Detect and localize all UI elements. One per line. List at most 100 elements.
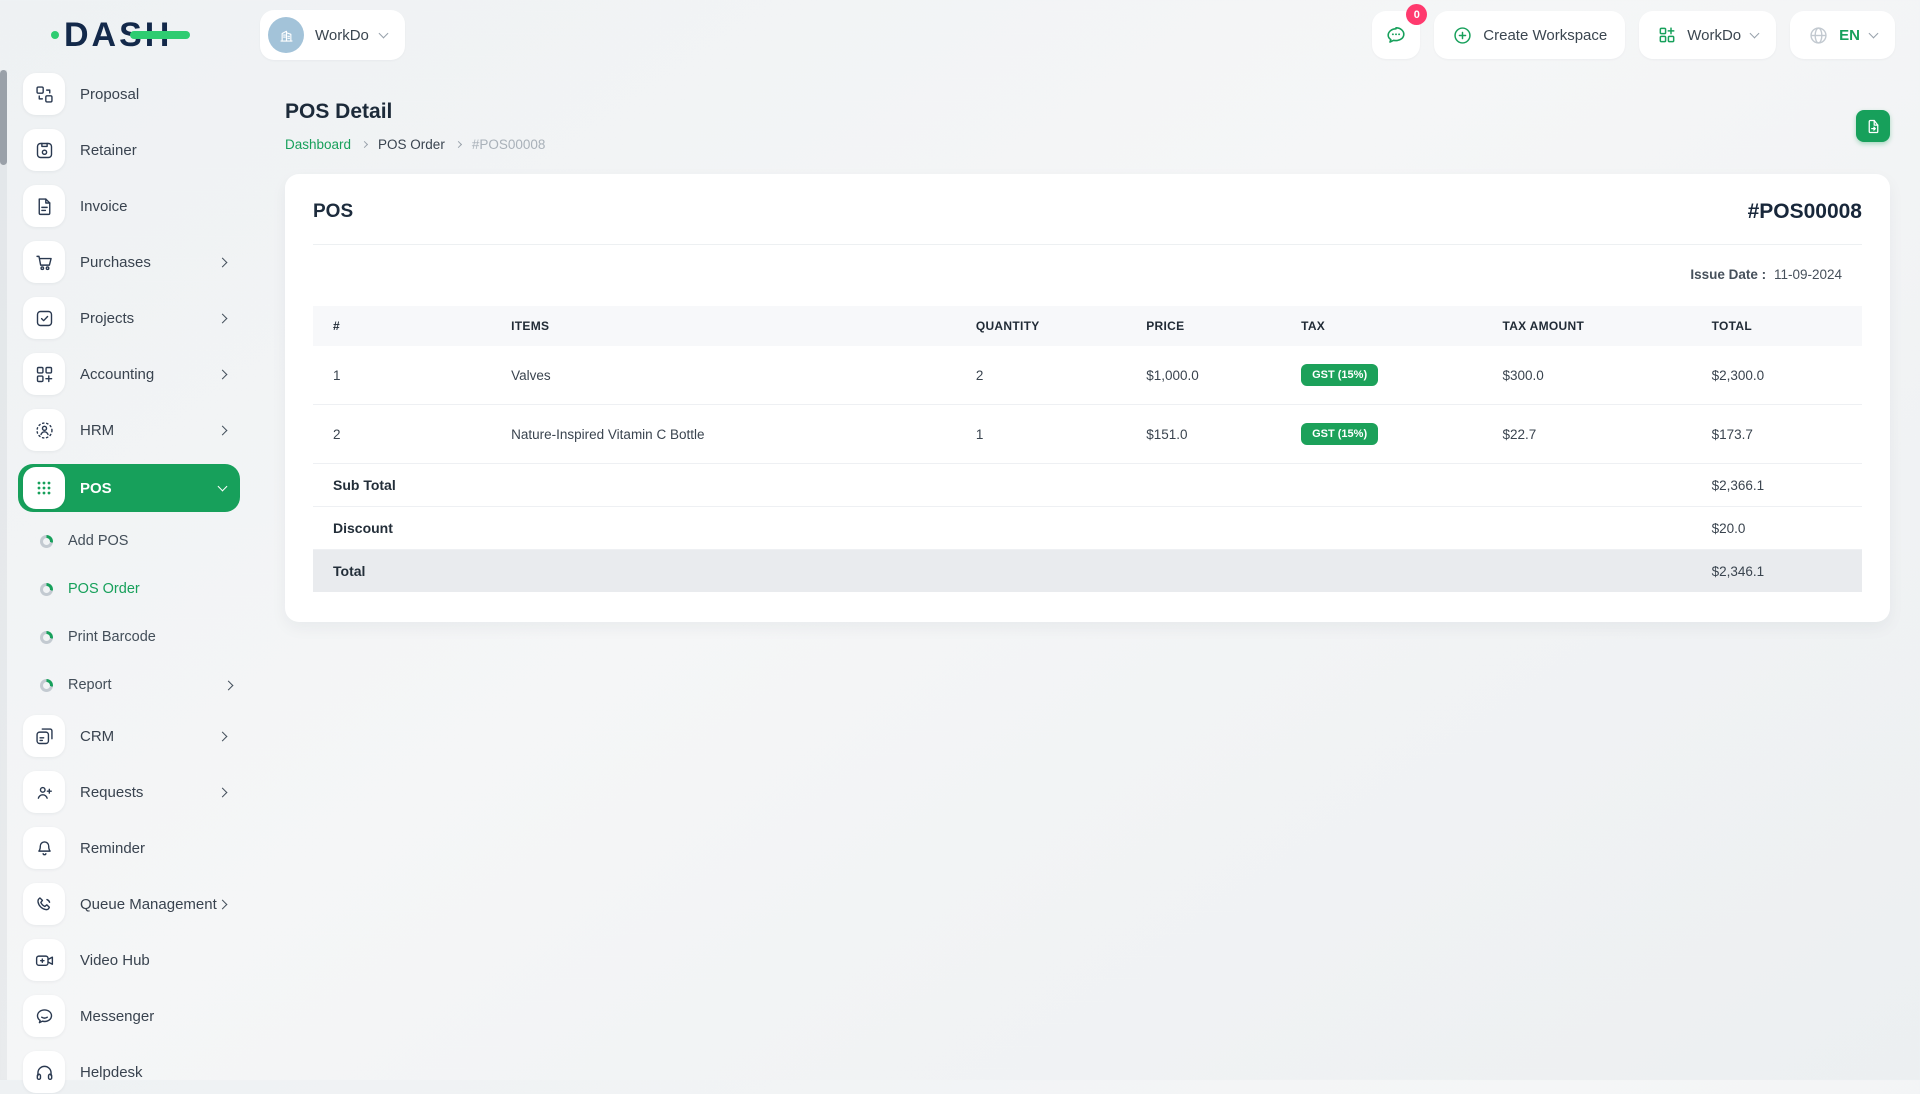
- sidebar-item-label: Invoice: [80, 197, 128, 215]
- cell-tax-amount: $22.7: [1482, 404, 1692, 464]
- submenu-item-label: Print Barcode: [68, 629, 156, 645]
- workdo-menu-button[interactable]: WorkDo: [1639, 11, 1777, 59]
- sidebar-item-video-hub[interactable]: Video Hub: [18, 938, 240, 982]
- messenger-icon: [23, 995, 65, 1037]
- cell-tax: GST (15%): [1281, 404, 1483, 464]
- chevron-right-icon: [217, 257, 228, 267]
- sidebar-item-label: Reminder: [80, 839, 146, 857]
- pos-grid-icon: [23, 467, 65, 509]
- sidebar-scrollbar-thumb[interactable]: [0, 70, 7, 165]
- projects-icon: [23, 297, 65, 339]
- chevron-down-icon: [1868, 28, 1879, 39]
- cell-quantity: 1: [955, 404, 1127, 464]
- create-workspace-label: Create Workspace: [1483, 26, 1608, 44]
- file-export-icon: [1868, 119, 1878, 133]
- discount-label: Discount: [313, 506, 492, 550]
- submenu-bullet-icon: [40, 582, 53, 596]
- subtotal-row: Sub Total $2,366.1: [313, 463, 1862, 507]
- sidebar-item-purchases[interactable]: Purchases: [18, 240, 240, 284]
- breadcrumb: Dashboard POS Order #POS00008: [285, 137, 1890, 152]
- submenu-item-add-pos[interactable]: Add POS: [18, 522, 258, 560]
- breadcrumb-dashboard-link[interactable]: Dashboard: [285, 137, 352, 152]
- col-number: #: [313, 306, 492, 346]
- col-quantity: QUANTITY: [955, 306, 1127, 346]
- tax-badge: GST (15%): [1301, 423, 1379, 445]
- sidebar-item-label: Queue Management: [80, 895, 217, 913]
- sidebar-scrollbar[interactable]: [0, 70, 7, 1080]
- cell-tax: GST (15%): [1281, 346, 1483, 405]
- building-icon: [279, 30, 293, 42]
- submenu-item-report[interactable]: Report: [18, 666, 258, 704]
- chevron-right-icon: [217, 787, 228, 797]
- sidebar-item-label: Helpdesk: [80, 1063, 143, 1081]
- sidebar-item-helpdesk[interactable]: Helpdesk: [18, 1050, 240, 1094]
- purchases-icon: [23, 241, 65, 283]
- subtotal-label: Sub Total: [313, 463, 492, 507]
- sidebar-item-requests[interactable]: Requests: [18, 770, 240, 814]
- submenu-bullet-icon: [40, 678, 53, 692]
- sidebar-item-retainer[interactable]: Retainer: [18, 128, 240, 172]
- crm-icon: [23, 715, 65, 757]
- sidebar-item-label: Video Hub: [80, 951, 150, 969]
- chevron-down-icon: [217, 481, 228, 492]
- cell-number: 2: [313, 404, 492, 464]
- chevron-down-icon: [1749, 28, 1760, 39]
- sidebar-item-reminder[interactable]: Reminder: [18, 826, 240, 870]
- sidebar-item-label: Requests: [80, 783, 144, 801]
- sidebar-item-label: Retainer: [80, 141, 137, 159]
- grid-plus-icon: [1659, 27, 1675, 43]
- table-row: 2 Nature-Inspired Vitamin C Bottle 1 $15…: [313, 404, 1862, 464]
- chevron-right-icon: [217, 425, 228, 435]
- col-tax-amount: TAX AMOUNT: [1482, 306, 1692, 346]
- col-items: ITEMS: [491, 306, 956, 346]
- helpdesk-icon: [23, 1051, 65, 1093]
- requests-icon: [23, 771, 65, 813]
- retainer-icon: [23, 129, 65, 171]
- submenu-item-label: Add POS: [68, 533, 129, 549]
- sidebar-item-label: CRM: [80, 727, 115, 745]
- sidebar-item-projects[interactable]: Projects: [18, 296, 240, 340]
- page-title: POS Detail: [285, 100, 393, 123]
- chevron-right-icon: [223, 680, 234, 690]
- sidebar-item-queue-management[interactable]: Queue Management: [18, 882, 240, 926]
- card-header: POS #POS00008: [313, 200, 1862, 245]
- workspace-selector[interactable]: WorkDo: [260, 10, 405, 60]
- export-button[interactable]: [1856, 110, 1890, 142]
- sidebar-item-label: HRM: [80, 421, 115, 439]
- logo-accent-bar: [130, 31, 191, 39]
- cell-number: 1: [313, 346, 492, 405]
- create-workspace-button[interactable]: Create Workspace: [1434, 11, 1626, 59]
- sidebar-item-label: Purchases: [80, 253, 151, 271]
- pos-submenu: Add POS POS Order Print Barcode Report: [18, 522, 260, 704]
- sidebar-item-pos[interactable]: POS: [18, 464, 240, 512]
- brand-logo[interactable]: DASH: [51, 16, 191, 55]
- chat-bubble-icon: [1387, 27, 1405, 43]
- sidebar-item-invoice[interactable]: Invoice: [18, 184, 240, 228]
- breadcrumb-current: #POS00008: [471, 137, 546, 152]
- video-hub-icon: [23, 939, 65, 981]
- breadcrumb-pos-order-link[interactable]: POS Order: [378, 137, 445, 152]
- notification-badge: 0: [1406, 4, 1428, 25]
- discount-value: $20.0: [1691, 506, 1862, 550]
- issue-date: Issue Date : 11-09-2024: [313, 267, 1842, 282]
- sidebar-item-hrm[interactable]: HRM: [18, 408, 240, 452]
- submenu-item-print-barcode[interactable]: Print Barcode: [18, 618, 258, 656]
- sidebar-item-label: Messenger: [80, 1007, 155, 1025]
- pos-detail-card: POS #POS00008 Issue Date : 11-09-2024 # …: [285, 174, 1890, 622]
- pos-number: #POS00008: [1747, 200, 1862, 223]
- reminder-icon: [23, 827, 65, 869]
- main-content: POS Detail Dashboard POS Order #POS00008…: [260, 70, 1920, 1080]
- sidebar-item-messenger[interactable]: Messenger: [18, 994, 240, 1038]
- hrm-icon: [23, 409, 65, 451]
- card-title: POS: [313, 201, 354, 222]
- language-selector[interactable]: EN: [1790, 11, 1895, 59]
- submenu-item-pos-order[interactable]: POS Order: [18, 570, 258, 608]
- sidebar-item-crm[interactable]: CRM: [18, 714, 240, 758]
- cell-total: $173.7: [1691, 404, 1862, 464]
- discount-row: Discount $20.0: [313, 506, 1862, 550]
- messages-button[interactable]: 0: [1372, 4, 1428, 59]
- sidebar-item-accounting[interactable]: Accounting: [18, 352, 240, 396]
- cell-price: $1,000.0: [1126, 346, 1282, 405]
- sidebar-item-proposal[interactable]: Proposal: [18, 72, 240, 116]
